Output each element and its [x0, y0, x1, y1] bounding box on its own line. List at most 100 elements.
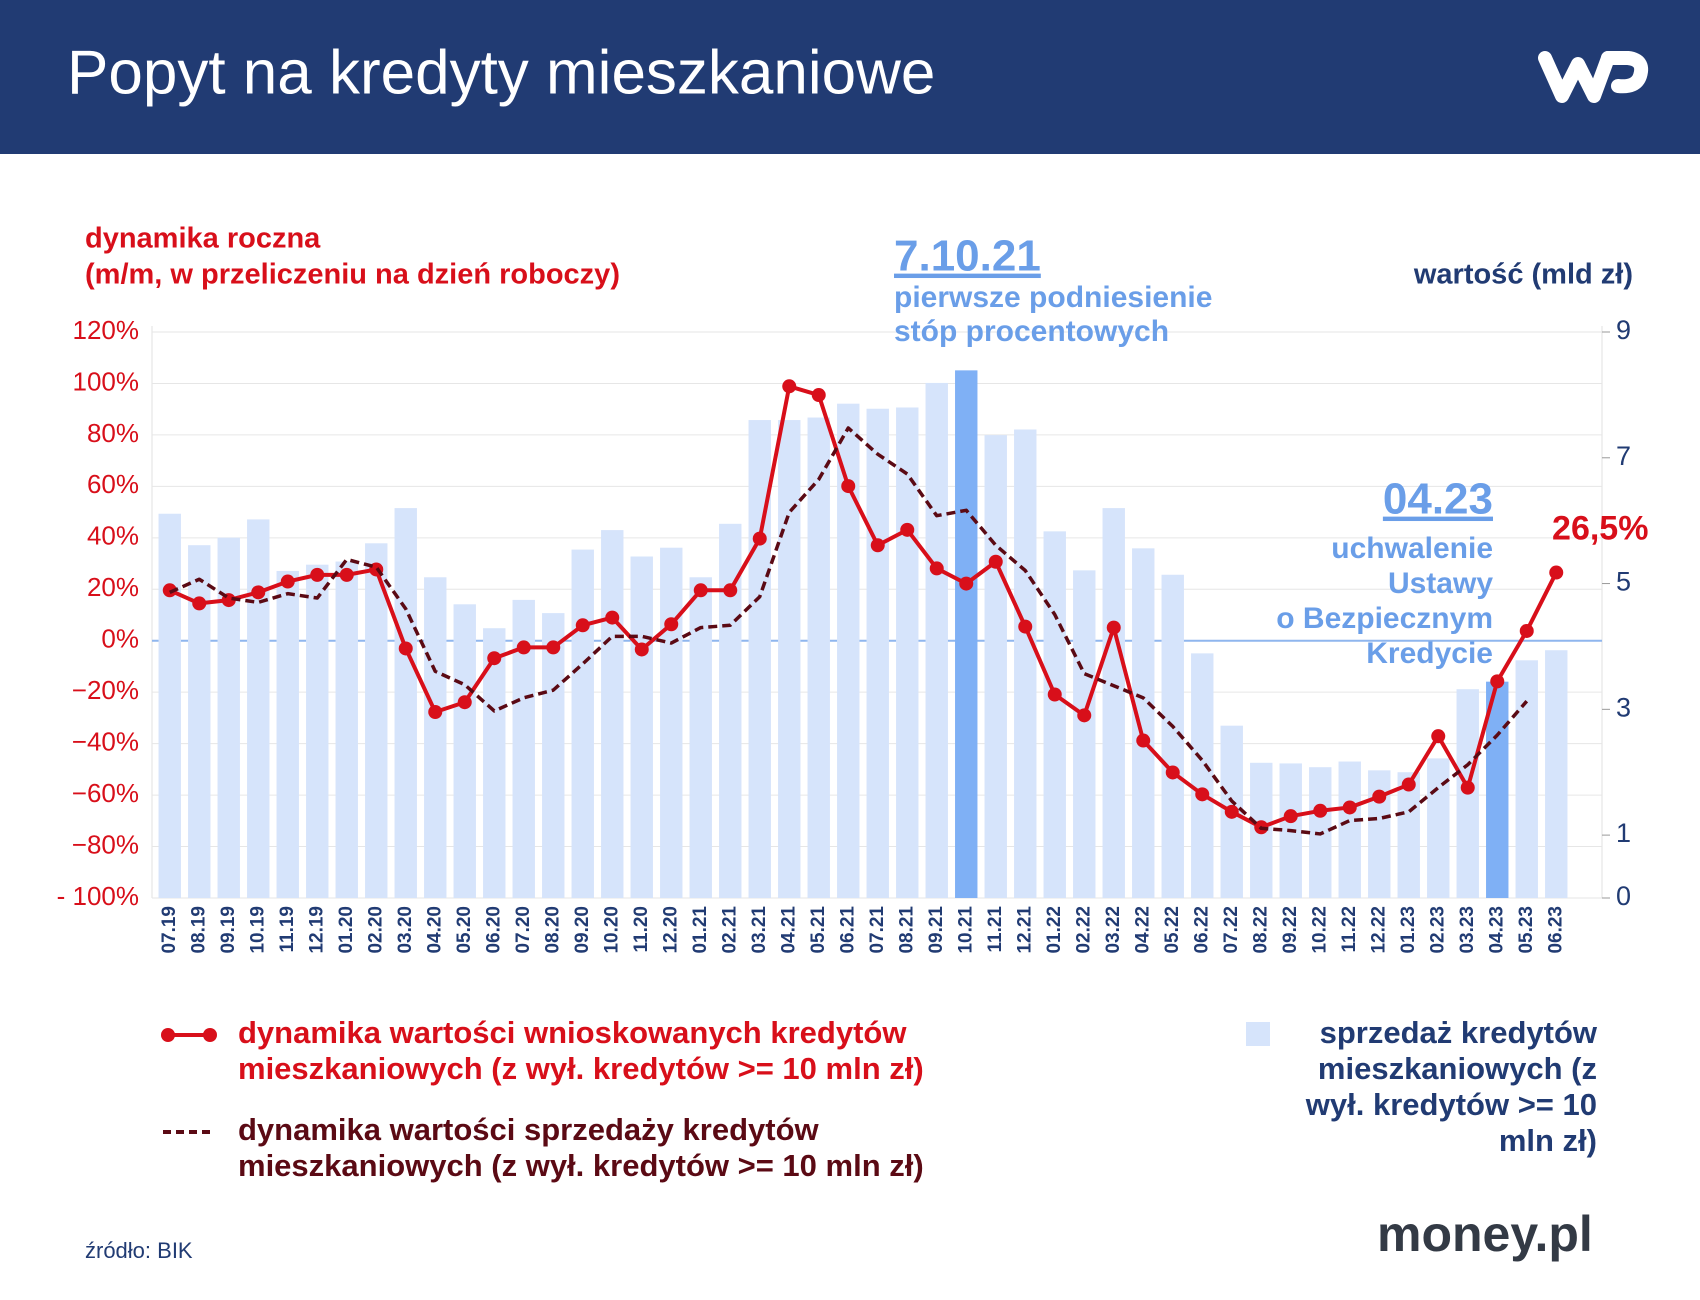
y2-tick-label: 5 — [1616, 567, 1631, 597]
point — [900, 522, 915, 537]
point — [428, 704, 443, 719]
x-tick-label: 12.19 — [306, 906, 327, 954]
bar — [158, 513, 181, 898]
point — [1549, 565, 1564, 580]
bar — [955, 370, 978, 899]
x-tick-label: 04.20 — [424, 906, 445, 954]
point — [1106, 620, 1121, 635]
x-tick-label: 10.22 — [1309, 906, 1330, 954]
legend-entry: sprzedaż kredytów mieszkaniowych (z wył.… — [1305, 1015, 1597, 1158]
x-tick-label: 02.22 — [1073, 906, 1094, 954]
annotation-text: uchwalenie — [1331, 532, 1493, 565]
bar — [807, 417, 830, 898]
x-tick-label: 08.21 — [896, 906, 917, 954]
point — [1224, 804, 1239, 819]
x-tick-label: 03.20 — [395, 906, 416, 954]
point — [487, 651, 502, 666]
y-tick-label: 0% — [101, 624, 139, 654]
x-tick-label: 09.22 — [1280, 906, 1301, 954]
point — [1047, 687, 1062, 702]
x-tick-label: 08.19 — [188, 906, 209, 954]
point — [1195, 787, 1210, 802]
source: źródło: BIK — [85, 1238, 193, 1263]
x-tick-label: 09.21 — [926, 906, 947, 954]
bar — [1397, 772, 1420, 898]
point — [1283, 809, 1298, 824]
bar — [1515, 660, 1538, 898]
bar — [1161, 574, 1184, 898]
y-axis-title: (m/m, w przeliczeniu na dzień roboczy) — [85, 259, 620, 291]
point — [1490, 674, 1505, 689]
point — [1342, 800, 1357, 815]
x-tick-label: 04.21 — [778, 906, 799, 954]
y-tick-label: 20% — [87, 572, 139, 602]
point — [1519, 623, 1534, 638]
y2-tick-label: 9 — [1616, 315, 1631, 345]
y-tick-label: 100% — [73, 366, 140, 396]
annotation-title: 7.10.21 — [894, 232, 1041, 281]
x-tick-label: 10.21 — [955, 906, 976, 954]
y-tick-label: 80% — [87, 418, 139, 448]
annotation-text: stóp procentowych — [894, 315, 1169, 348]
x-tick-label: 09.20 — [572, 906, 593, 954]
y2-tick-label: 3 — [1616, 692, 1631, 722]
point — [516, 640, 531, 655]
point — [693, 583, 708, 598]
bar — [306, 564, 329, 898]
point — [811, 388, 826, 403]
bar — [1132, 548, 1155, 898]
point — [929, 561, 944, 576]
x-tick-label: 01.20 — [336, 906, 357, 954]
bar — [483, 628, 506, 898]
x-tick-label: 07.21 — [867, 906, 888, 954]
point — [1431, 729, 1446, 744]
point — [752, 531, 767, 546]
bar — [778, 420, 801, 898]
x-tick-label: 07.19 — [159, 906, 180, 954]
x-tick-label: 06.21 — [837, 906, 858, 954]
x-tick-label: 03.21 — [749, 906, 770, 954]
bar — [601, 530, 624, 898]
bar — [276, 570, 299, 898]
bar — [630, 556, 653, 898]
x-tick-label: 06.20 — [483, 906, 504, 954]
x-tick-label: 07.20 — [513, 906, 534, 954]
bar — [837, 403, 860, 898]
logo-p — [1601, 51, 1649, 94]
x-tick-label: 08.20 — [542, 906, 563, 954]
x-tick-label: 12.22 — [1368, 906, 1389, 954]
y2-tick-label: 0 — [1616, 881, 1631, 911]
bar — [1368, 770, 1391, 898]
x-tick-label: 07.22 — [1221, 906, 1242, 954]
point — [1136, 733, 1151, 748]
series-line — [169, 426, 1529, 836]
point — [1460, 780, 1475, 795]
x-tick-label: 05.21 — [808, 906, 829, 954]
annotation-title: 04.23 — [1383, 475, 1493, 524]
logo-w — [1538, 51, 1615, 103]
bar — [896, 407, 919, 898]
bar — [542, 613, 565, 898]
bar — [335, 561, 358, 898]
bar — [689, 577, 712, 898]
y2-tick-label: 7 — [1616, 441, 1631, 471]
x-tick-label: 12.20 — [660, 906, 681, 954]
point — [457, 695, 472, 710]
bar — [1191, 653, 1214, 898]
bar — [1073, 570, 1096, 898]
bar — [571, 549, 594, 898]
bar — [1338, 761, 1361, 898]
annotation-text: Kredycie — [1366, 637, 1493, 670]
point — [841, 479, 856, 494]
y2-axis-title: wartość (mld zł) — [1413, 259, 1633, 291]
annotation-text: o Bezpiecznym — [1276, 602, 1493, 635]
value-label: 26,5% — [1552, 510, 1648, 548]
annotation-text: pierwsze podniesienie — [894, 281, 1212, 314]
point — [1165, 765, 1180, 780]
point — [339, 567, 354, 582]
point — [988, 554, 1003, 569]
point — [723, 583, 738, 598]
legend-dot — [161, 1028, 175, 1042]
point — [664, 617, 679, 632]
